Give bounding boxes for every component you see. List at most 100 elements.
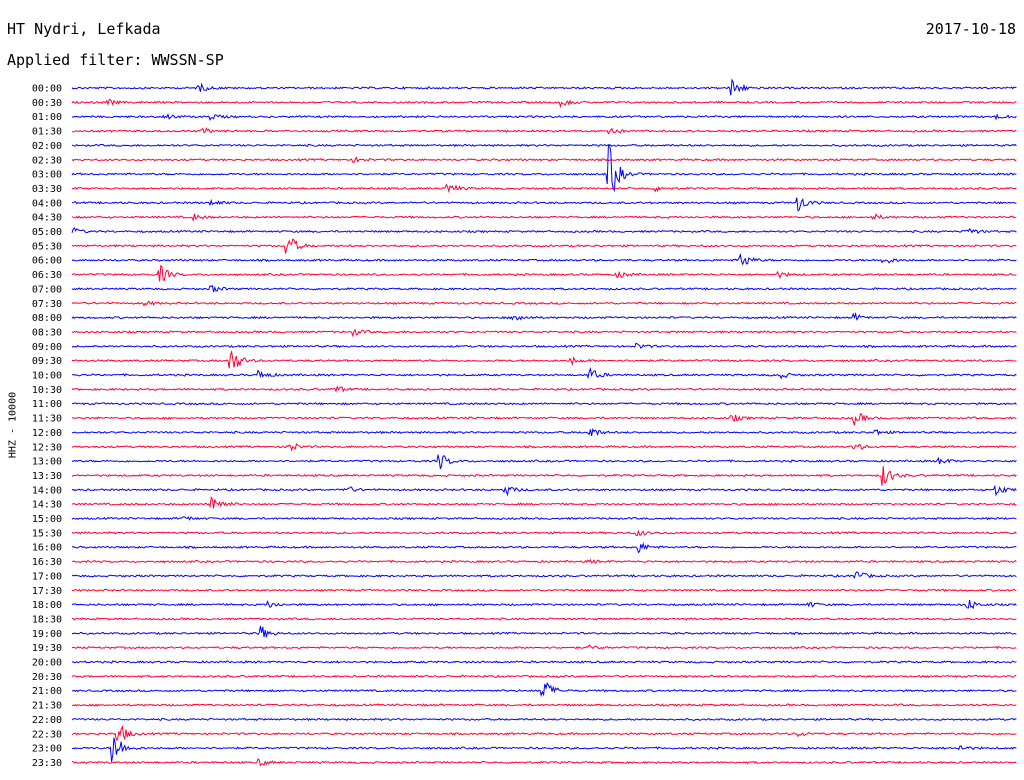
time-tick-label: 18:00 bbox=[32, 600, 62, 611]
trace-line bbox=[71, 466, 1017, 486]
trace-line bbox=[71, 558, 1017, 564]
trace-line bbox=[71, 454, 1017, 470]
time-tick-label: 04:00 bbox=[32, 198, 62, 209]
time-tick-label: 14:00 bbox=[32, 485, 62, 496]
trace-line bbox=[71, 183, 1017, 194]
time-tick-label: 08:30 bbox=[32, 327, 62, 338]
trace-line bbox=[71, 156, 1017, 164]
trace-line bbox=[71, 252, 1017, 266]
trace-line bbox=[71, 674, 1017, 679]
trace-line bbox=[71, 264, 1017, 282]
trace-line bbox=[71, 571, 1017, 579]
trace-line bbox=[71, 366, 1017, 380]
trace-line bbox=[72, 349, 1017, 369]
time-tick-label: 02:30 bbox=[32, 155, 62, 166]
time-tick-label: 19:30 bbox=[32, 643, 62, 654]
trace-line bbox=[71, 660, 1017, 664]
time-tick-label: 10:00 bbox=[32, 371, 62, 382]
trace-line bbox=[71, 328, 1017, 338]
trace-line bbox=[71, 342, 1017, 349]
time-tick-label: 02:00 bbox=[32, 141, 62, 152]
time-tick-label: 21:00 bbox=[32, 686, 62, 697]
trace-line bbox=[71, 724, 1017, 741]
station-title: HT Nydri, Lefkada bbox=[7, 20, 161, 38]
trace-line bbox=[71, 311, 1017, 321]
trace-line bbox=[71, 599, 1017, 610]
time-tick-label: 12:30 bbox=[32, 442, 62, 453]
trace-line bbox=[71, 530, 1017, 537]
filter-subtitle: Applied filter: WWSSN-SP bbox=[7, 51, 224, 69]
trace-line bbox=[71, 588, 1017, 593]
trace-line bbox=[71, 401, 1017, 406]
trace-line bbox=[71, 625, 1017, 638]
time-tick-label: 06:00 bbox=[32, 256, 62, 267]
trace-line bbox=[71, 703, 1017, 707]
time-tick-label: 13:00 bbox=[32, 457, 62, 468]
trace-line bbox=[71, 144, 1017, 193]
trace-line bbox=[71, 737, 1017, 762]
time-tick-label: 16:30 bbox=[32, 557, 62, 568]
time-tick-label: 17:00 bbox=[32, 571, 62, 582]
time-tick-label: 03:30 bbox=[32, 184, 62, 195]
trace-line bbox=[71, 197, 1017, 212]
time-tick-label: 06:30 bbox=[32, 270, 62, 281]
trace-line bbox=[71, 127, 1017, 135]
time-tick-label: 09:30 bbox=[32, 356, 62, 367]
time-tick-label: 14:30 bbox=[32, 500, 62, 511]
trace-line bbox=[71, 112, 1017, 122]
time-tick-label: 22:00 bbox=[32, 715, 62, 726]
trace-line bbox=[71, 98, 1017, 109]
time-tick-label: 05:30 bbox=[32, 241, 62, 252]
time-tick-label: 00:30 bbox=[32, 98, 62, 109]
time-tick-label: 23:00 bbox=[32, 744, 62, 755]
trace-line bbox=[71, 385, 1017, 393]
trace-line bbox=[71, 285, 1017, 293]
time-tick-label: 15:30 bbox=[32, 528, 62, 539]
time-tick-label: 08:00 bbox=[32, 313, 62, 324]
trace-line bbox=[71, 443, 1017, 452]
trace-line bbox=[71, 644, 1017, 650]
trace-line bbox=[71, 143, 1017, 148]
trace-line bbox=[71, 484, 1017, 497]
trace-line bbox=[71, 213, 1017, 223]
time-tick-label: 20:30 bbox=[32, 672, 62, 683]
time-tick-label: 18:30 bbox=[32, 614, 62, 625]
time-tick-label: 07:30 bbox=[32, 299, 62, 310]
time-tick-label: 11:30 bbox=[32, 414, 62, 425]
trace-line bbox=[71, 717, 1017, 722]
trace-line bbox=[71, 427, 1017, 437]
trace-line bbox=[71, 238, 1017, 254]
time-tick-label: 10:30 bbox=[32, 385, 62, 396]
trace-line bbox=[71, 300, 1017, 307]
time-tick-label: 23:30 bbox=[32, 758, 62, 769]
time-tick-label: 04:30 bbox=[32, 213, 62, 224]
trace-line bbox=[71, 681, 1017, 698]
date-label: 2017-10-18 bbox=[925, 20, 1016, 38]
time-tick-label: 16:00 bbox=[32, 543, 62, 554]
time-tick-label: 21:30 bbox=[32, 701, 62, 712]
time-tick-label: 09:00 bbox=[32, 342, 62, 353]
time-tick-label: 01:00 bbox=[32, 112, 62, 123]
trace-line bbox=[71, 413, 1017, 426]
trace-line bbox=[71, 541, 1017, 554]
trace-line bbox=[71, 617, 1017, 621]
trace-line bbox=[71, 78, 1017, 96]
time-tick-label: 01:30 bbox=[32, 127, 62, 138]
time-tick-label: 13:30 bbox=[32, 471, 62, 482]
trace-line bbox=[71, 758, 1017, 767]
time-tick-label: 12:00 bbox=[32, 428, 62, 439]
time-tick-label: 07:00 bbox=[32, 284, 62, 295]
time-tick-label: 20:00 bbox=[32, 658, 62, 669]
time-tick-label: 19:00 bbox=[32, 629, 62, 640]
time-tick-label: 03:00 bbox=[32, 170, 62, 181]
time-tick-label: 22:30 bbox=[32, 729, 62, 740]
trace-line bbox=[71, 495, 1017, 509]
time-tick-label: 05:00 bbox=[32, 227, 62, 238]
time-tick-label: 11:00 bbox=[32, 399, 62, 410]
time-tick-label: 17:30 bbox=[32, 586, 62, 597]
time-tick-label: 15:00 bbox=[32, 514, 62, 525]
time-tick-label: 00:00 bbox=[32, 84, 62, 95]
trace-line bbox=[71, 227, 1017, 235]
trace-line bbox=[71, 516, 1017, 521]
